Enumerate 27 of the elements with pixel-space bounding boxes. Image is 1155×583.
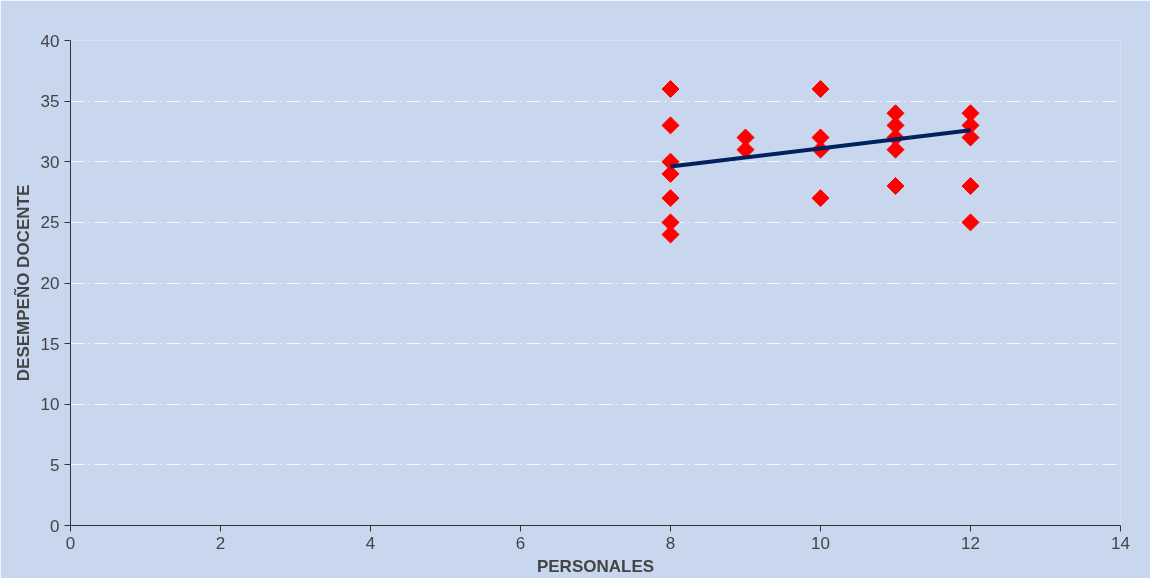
x-tick-label: 4 [365,533,376,553]
point [961,177,980,195]
y-tick-label: 15 [40,334,60,354]
y-tick-label: 25 [40,213,60,233]
y-axis-title: DESEMPEÑO DOCENTE [12,184,33,382]
point [961,213,980,232]
x-tick-label: 2 [215,533,226,553]
point [811,80,830,98]
point [661,189,680,208]
x-tick-label: 12 [961,533,980,553]
y-tick-label: 35 [40,92,60,112]
y-tick-label: 10 [40,395,60,415]
x-tick-label: 6 [515,533,526,553]
y-tick-label: 0 [50,516,60,536]
point [661,116,680,135]
y-tick-label: 5 [50,455,60,475]
x-tick-label: 0 [65,533,76,553]
x-tick-label: 14 [1111,533,1130,553]
y-tick-label: 30 [40,152,60,172]
y-tick-label: 40 [40,31,60,51]
y-tick-label: 20 [40,274,60,293]
x-tick-label: 10 [811,533,830,553]
x-axis-title: PERSONALES [536,556,655,576]
point [661,80,680,98]
x-tick-label: 8 [665,533,676,553]
point [811,189,830,208]
point [886,177,905,195]
